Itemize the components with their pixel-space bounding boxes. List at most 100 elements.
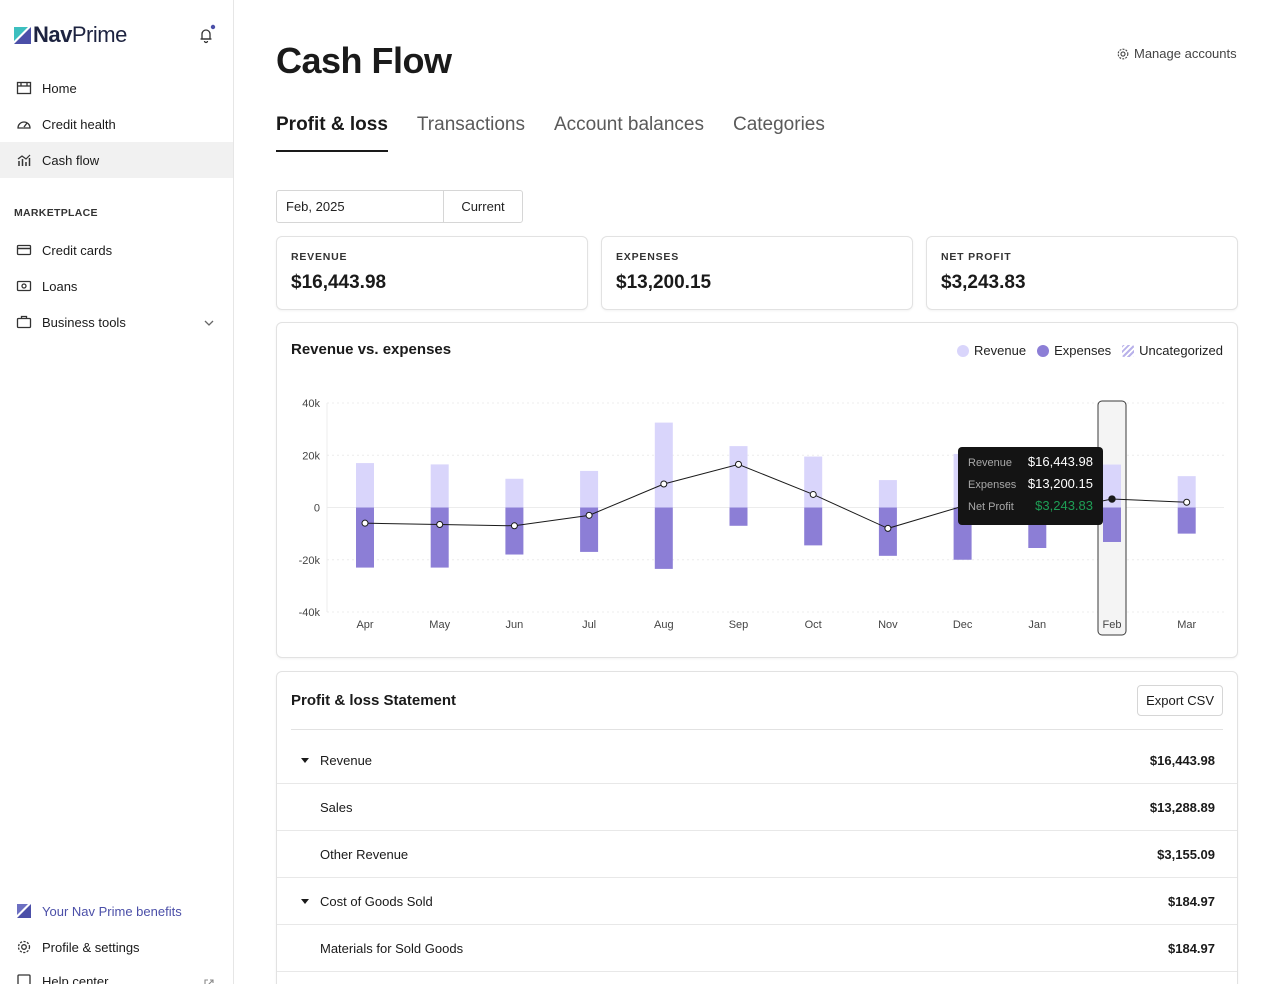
net-profit-point [361,519,369,527]
x-tick-label: May [429,619,450,631]
revenue-bar [505,478,524,508]
row-amount: $3,155.09 [1157,846,1215,862]
sidebar-item-profile-settings[interactable]: Profile & settings [0,929,233,965]
statement-row-cogs[interactable]: Cost of Goods Sold $184.97 [277,878,1237,925]
sidebar: NavPrime Home Credit health [0,0,234,984]
y-tick-label: -40k [299,607,321,619]
x-tick-label: Sep [729,619,749,631]
net-profit-point [809,490,817,498]
export-csv-button[interactable]: Export CSV [1137,685,1223,716]
net-profit-point [735,460,742,468]
revenue-bar [580,470,599,508]
divider [291,729,1223,730]
x-tick-label: Mar [1177,619,1196,631]
tooltip-label: Net Profit [968,501,1014,513]
sidebar-item-help-center[interactable]: Help center [0,963,233,984]
manage-accounts-button[interactable]: Manage accounts [1116,46,1237,61]
sidebar-item-label: Profile & settings [42,939,140,955]
kpi-label: EXPENSES [616,251,680,263]
x-tick-label: Dec [953,619,973,631]
sidebar-item-label: Loans [42,278,78,294]
row-amount: $184.97 [1168,940,1215,956]
page-title: Cash Flow [276,40,452,81]
statement-row-materials[interactable]: Materials for Sold Goods $184.97 [277,925,1237,972]
x-tick-label: Oct [805,619,822,631]
sidebar-item-business-tools[interactable]: Business tools [0,304,233,340]
kpi-value: $13,200.15 [616,272,712,293]
month-input[interactable] [277,191,444,222]
y-tick-label: 20k [302,450,320,462]
tab-transactions[interactable]: Transactions [416,114,525,135]
kpi-label: REVENUE [291,251,348,263]
legend-swatch-expenses [1037,344,1050,357]
tooltip-row-revenue: Revenue $16,443.98 [968,454,1093,476]
row-amount: $16,443.98 [1149,752,1215,768]
net-profit-point [1108,495,1116,503]
external-link-icon [204,979,214,984]
gauge-icon [16,116,32,132]
sidebar-item-label: Credit health [42,116,116,132]
sidebar-item-credit-cards[interactable]: Credit cards [0,232,233,268]
expenses-bar [729,507,748,526]
x-tick-label: Jun [506,619,524,631]
sidebar-item-loans[interactable]: Loans [0,268,233,304]
row-label: Revenue [320,752,373,768]
chart-icon [16,152,32,168]
revenue-kpi-card: REVENUE $16,443.98 [276,236,588,310]
gear-icon [16,939,32,955]
brand-logo[interactable]: NavPrime [14,22,127,48]
expenses-bar [356,507,374,568]
legend-label: Uncategorized [1139,343,1223,358]
sidebar-item-prime-benefits[interactable]: Your Nav Prime benefits [0,893,233,929]
net-profit-point [660,480,668,488]
revenue-bar [654,422,673,508]
tab-profit-loss[interactable]: Profit & loss [276,114,388,152]
revenue-vs-expenses-card: 40k 20k 0 -20k -40k Apr May Jun Jul Aug Sep Oct Nov D… [276,322,1238,658]
sidebar-item-label: Cash flow [42,152,100,168]
revenue-bar [356,463,374,508]
caret-down-icon[interactable] [300,896,310,906]
legend-expenses[interactable]: Expenses [1037,343,1111,358]
statement-row-revenue[interactable]: Revenue $16,443.98 [277,737,1237,784]
period-selector: Current [276,190,523,223]
revenue-bar [804,456,823,508]
sidebar-item-home[interactable]: Home [0,70,233,106]
chart-legend: Revenue Expenses Uncategorized [946,343,1223,358]
row-label: Other Revenue [320,846,409,862]
tab-categories[interactable]: Categories [732,114,825,135]
revenue-expenses-chart: 40k 20k 0 -20k -40k Apr May Jun Jul Aug Sep Oct Nov D… [299,398,1224,636]
current-period-button[interactable]: Current [461,199,505,214]
tooltip-value: $16,443.98 [1027,454,1093,469]
chevron-down-icon[interactable] [203,317,215,329]
sidebar-item-cash-flow[interactable]: Cash flow [0,142,233,178]
sidebar-item-label: Credit cards [42,242,113,258]
statement-row-other-revenue[interactable]: Other Revenue $3,155.09 [277,831,1237,878]
legend-swatch-revenue [957,344,970,357]
x-tick-label: Nov [878,619,898,631]
help-icon [16,973,32,984]
bell-icon [200,24,216,44]
revenue-bar [878,480,897,508]
row-label: Cost of Goods Sold [320,893,433,909]
profit-loss-statement-card: Profit & loss Statement Export CSV Reven… [276,671,1238,984]
net-profit-point [884,524,892,532]
notifications-button[interactable] [197,24,217,46]
legend-uncategorized[interactable]: Uncategorized [1122,343,1223,358]
y-tick-label: -20k [299,555,321,567]
caret-down-icon[interactable] [300,755,310,765]
x-tick-label: Feb [1103,619,1122,631]
row-amount: $184.97 [1168,893,1215,909]
expenses-bar [654,507,673,569]
legend-label: Revenue [974,343,1027,358]
expenses-bar [505,507,524,555]
legend-revenue[interactable]: Revenue [957,343,1026,358]
statement-row-sales[interactable]: Sales $13,288.89 [277,784,1237,831]
row-label: Materials for Sold Goods [320,940,464,956]
nav-prime-logo-icon [14,26,31,44]
sidebar-item-credit-health[interactable]: Credit health [0,106,233,142]
expenses-bar [1177,507,1196,534]
expenses-bar [580,507,599,552]
cash-icon [16,278,32,294]
tab-account-balances[interactable]: Account balances [553,114,704,135]
